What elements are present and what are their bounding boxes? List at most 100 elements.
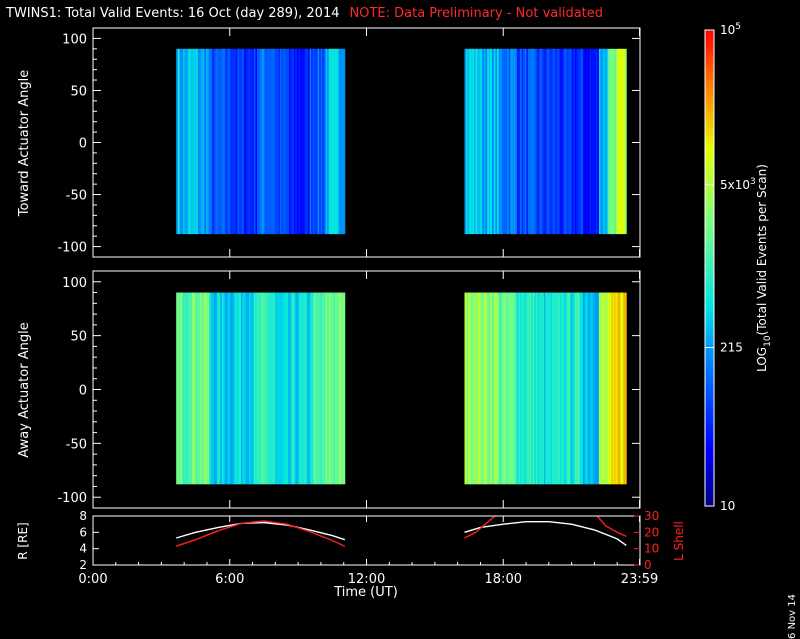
away-cell	[188, 292, 191, 485]
away-cell	[614, 292, 617, 485]
toward-cell	[285, 48, 288, 235]
toward-cell	[182, 48, 185, 235]
away-cell	[488, 292, 491, 485]
toward-cell	[518, 48, 521, 235]
away-cell	[328, 292, 331, 485]
away-cell	[480, 292, 483, 485]
away-cell	[624, 292, 627, 485]
toward-cell	[464, 48, 467, 235]
away-cell	[511, 292, 515, 485]
toward-cell	[235, 48, 238, 235]
toward-cell	[482, 48, 485, 235]
colorbar-tick-exp: 5	[735, 22, 741, 32]
toward-cell	[327, 48, 330, 235]
toward-cell	[563, 48, 566, 235]
away-cell	[602, 292, 604, 485]
radius-ytick-label: 8	[79, 509, 87, 523]
away-cell	[600, 292, 603, 485]
colorbar-label: LOG10(Total Valid Events per Scan)	[755, 164, 773, 372]
away-cell	[336, 292, 339, 485]
away-cell	[299, 292, 302, 485]
toward-cell	[579, 48, 582, 235]
toward-cell	[475, 48, 478, 235]
away-cell	[550, 292, 553, 485]
time-xtick-label: 6:00	[215, 572, 244, 587]
away-cell	[605, 292, 607, 485]
away-cell	[278, 292, 281, 485]
away-cell	[558, 292, 561, 485]
away-cell	[482, 292, 485, 485]
away-cell	[478, 292, 481, 485]
colorbar-tick-label: 105	[720, 22, 741, 37]
away-cell	[524, 292, 527, 485]
toward-cell	[565, 48, 568, 235]
away-cell	[220, 292, 223, 485]
toward-cell	[555, 48, 558, 235]
toward-cell	[281, 48, 284, 235]
away-cell	[587, 292, 590, 485]
toward-cell	[620, 48, 623, 235]
toward-cell	[624, 48, 627, 235]
away-cell	[253, 292, 256, 485]
away-cell	[466, 292, 469, 485]
away-cell	[302, 292, 305, 485]
lshell-ytick-label: 0	[644, 558, 652, 572]
away-cell	[621, 292, 624, 485]
away-cell	[257, 292, 260, 485]
away-cell	[532, 292, 535, 485]
away-cell	[472, 292, 475, 485]
toward-cell	[581, 48, 584, 235]
away-cell	[487, 292, 490, 485]
toward-cell	[574, 48, 577, 235]
away-cell	[196, 292, 199, 485]
away-cell	[250, 292, 253, 485]
away-cell	[255, 292, 258, 485]
colorbar	[704, 29, 715, 507]
away-cell	[190, 292, 193, 485]
toward-cell	[240, 48, 243, 235]
toward-cell	[248, 48, 251, 235]
toward-cell	[621, 48, 624, 235]
away-cell	[294, 292, 297, 485]
away-cell	[325, 292, 328, 485]
away-cell	[333, 292, 336, 485]
toward-cell	[474, 48, 477, 235]
toward-cell	[239, 48, 242, 235]
away-cell	[617, 292, 620, 485]
away-cell	[571, 292, 574, 485]
preliminary-note: NOTE: Data Preliminary - Not validated	[349, 6, 604, 21]
toward-cell	[237, 48, 240, 235]
toward-cell	[303, 48, 306, 235]
away-cell	[474, 292, 477, 485]
toward-cell	[260, 48, 263, 235]
toward-cell	[540, 48, 543, 235]
toward-cell	[192, 48, 195, 235]
time-xlabel: Time (UT)	[333, 585, 398, 600]
away-cell	[490, 292, 493, 485]
toward-ytick-label: 50	[70, 84, 87, 99]
away-cell	[209, 292, 212, 485]
toward-cell	[205, 48, 209, 235]
toward-cell	[255, 48, 258, 235]
toward-cell	[523, 48, 526, 235]
away-cell	[527, 292, 530, 485]
toward-cell	[293, 48, 296, 235]
away-cell	[341, 292, 344, 485]
away-cell	[221, 292, 224, 485]
toward-cell	[478, 48, 481, 235]
away-ytick-label: 50	[70, 330, 87, 345]
away-cell	[581, 292, 584, 485]
toward-cell	[513, 48, 516, 235]
away-cell	[542, 292, 545, 485]
toward-cell	[177, 48, 181, 235]
toward-cell	[605, 48, 607, 235]
toward-cell	[614, 48, 617, 235]
toward-cell	[466, 48, 469, 235]
toward-cell	[278, 48, 281, 235]
toward-cell	[586, 48, 589, 235]
time-xtick-label: 12:00	[348, 572, 385, 587]
toward-cell	[594, 48, 597, 235]
time-xtick-label: 0:00	[78, 572, 107, 587]
away-cell	[492, 292, 495, 485]
away-cell	[623, 292, 626, 485]
